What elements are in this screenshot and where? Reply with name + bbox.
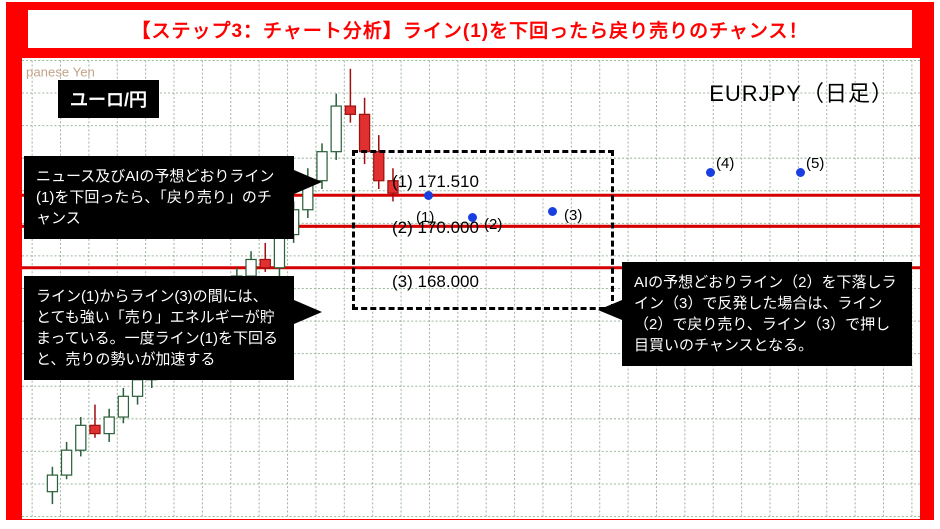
note-3-tail-icon [598, 300, 622, 320]
point-label: (3) [564, 207, 582, 224]
title-text: 【ステップ3：チャート分析】ライン(1)を下回ったら戻り売りのチャンス！ [131, 16, 808, 43]
note-3: AIの予想どおりライン（2）を下落しライン（3）で反発した場合は、ライン（2）で… [622, 262, 912, 366]
point-marker-icon [706, 168, 715, 177]
point-marker-icon [548, 207, 557, 216]
root: 【ステップ3：チャート分析】ライン(1)を下回ったら戻り売りのチャンス！ pan… [0, 0, 940, 529]
level-1-text: (1) 171.510 [392, 172, 479, 192]
title-bar: 【ステップ3：チャート分析】ライン(1)を下回ったら戻り売りのチャンス！ [28, 10, 912, 48]
note-2-tail-icon [294, 300, 322, 324]
point-label: (2) [484, 216, 502, 233]
level-3-text: (3) 168.000 [392, 272, 479, 292]
pair-label: ユーロ/円 [58, 80, 159, 118]
svg-text:panese Yen: panese Yen [26, 65, 95, 80]
ticker-label: EURJPY（日足） [709, 76, 894, 108]
point-marker-icon [796, 168, 805, 177]
note-2: ライン(1)からライン(3)の間には、とても強い「売り」エネルギーが貯まっている… [24, 276, 294, 380]
level-2-text: (2) 170.000 [392, 218, 479, 238]
point-marker-icon [468, 213, 477, 222]
note-1-tail-icon [294, 170, 322, 194]
note-1: ニュース及びAIの予想どおりライン(1)を下回ったら、「戻り売り」のチャンス [24, 156, 294, 239]
point-label: (1) [416, 209, 434, 226]
point-label: (5) [806, 155, 824, 172]
point-label: (4) [716, 155, 734, 172]
point-marker-icon [424, 191, 433, 200]
